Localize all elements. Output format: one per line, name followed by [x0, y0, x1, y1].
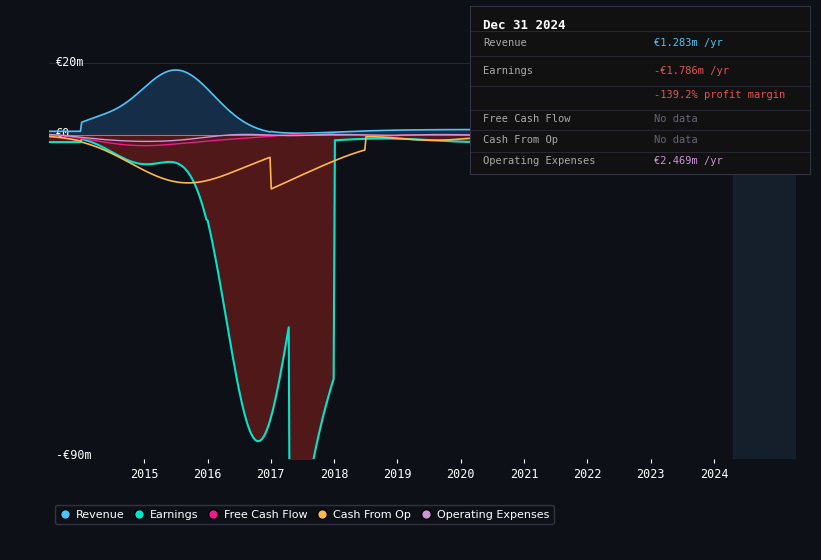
Text: Earnings: Earnings	[484, 66, 534, 76]
Text: Operating Expenses: Operating Expenses	[484, 156, 596, 166]
Text: -€1.786m /yr: -€1.786m /yr	[654, 66, 728, 76]
Text: €1.283m /yr: €1.283m /yr	[654, 39, 722, 48]
Text: €20m: €20m	[56, 57, 84, 69]
Text: Free Cash Flow: Free Cash Flow	[484, 114, 571, 124]
Text: No data: No data	[654, 135, 697, 145]
Text: €2.469m /yr: €2.469m /yr	[654, 156, 722, 166]
Text: -139.2% profit margin: -139.2% profit margin	[654, 90, 785, 100]
Text: -€90m: -€90m	[56, 449, 91, 462]
Text: Cash From Op: Cash From Op	[484, 135, 558, 145]
Text: No data: No data	[654, 114, 697, 124]
Text: €0: €0	[56, 127, 70, 139]
Legend: Revenue, Earnings, Free Cash Flow, Cash From Op, Operating Expenses: Revenue, Earnings, Free Cash Flow, Cash …	[55, 505, 553, 524]
Text: Dec 31 2024: Dec 31 2024	[484, 19, 566, 32]
Bar	[733, 45, 796, 459]
Text: Revenue: Revenue	[484, 39, 527, 48]
